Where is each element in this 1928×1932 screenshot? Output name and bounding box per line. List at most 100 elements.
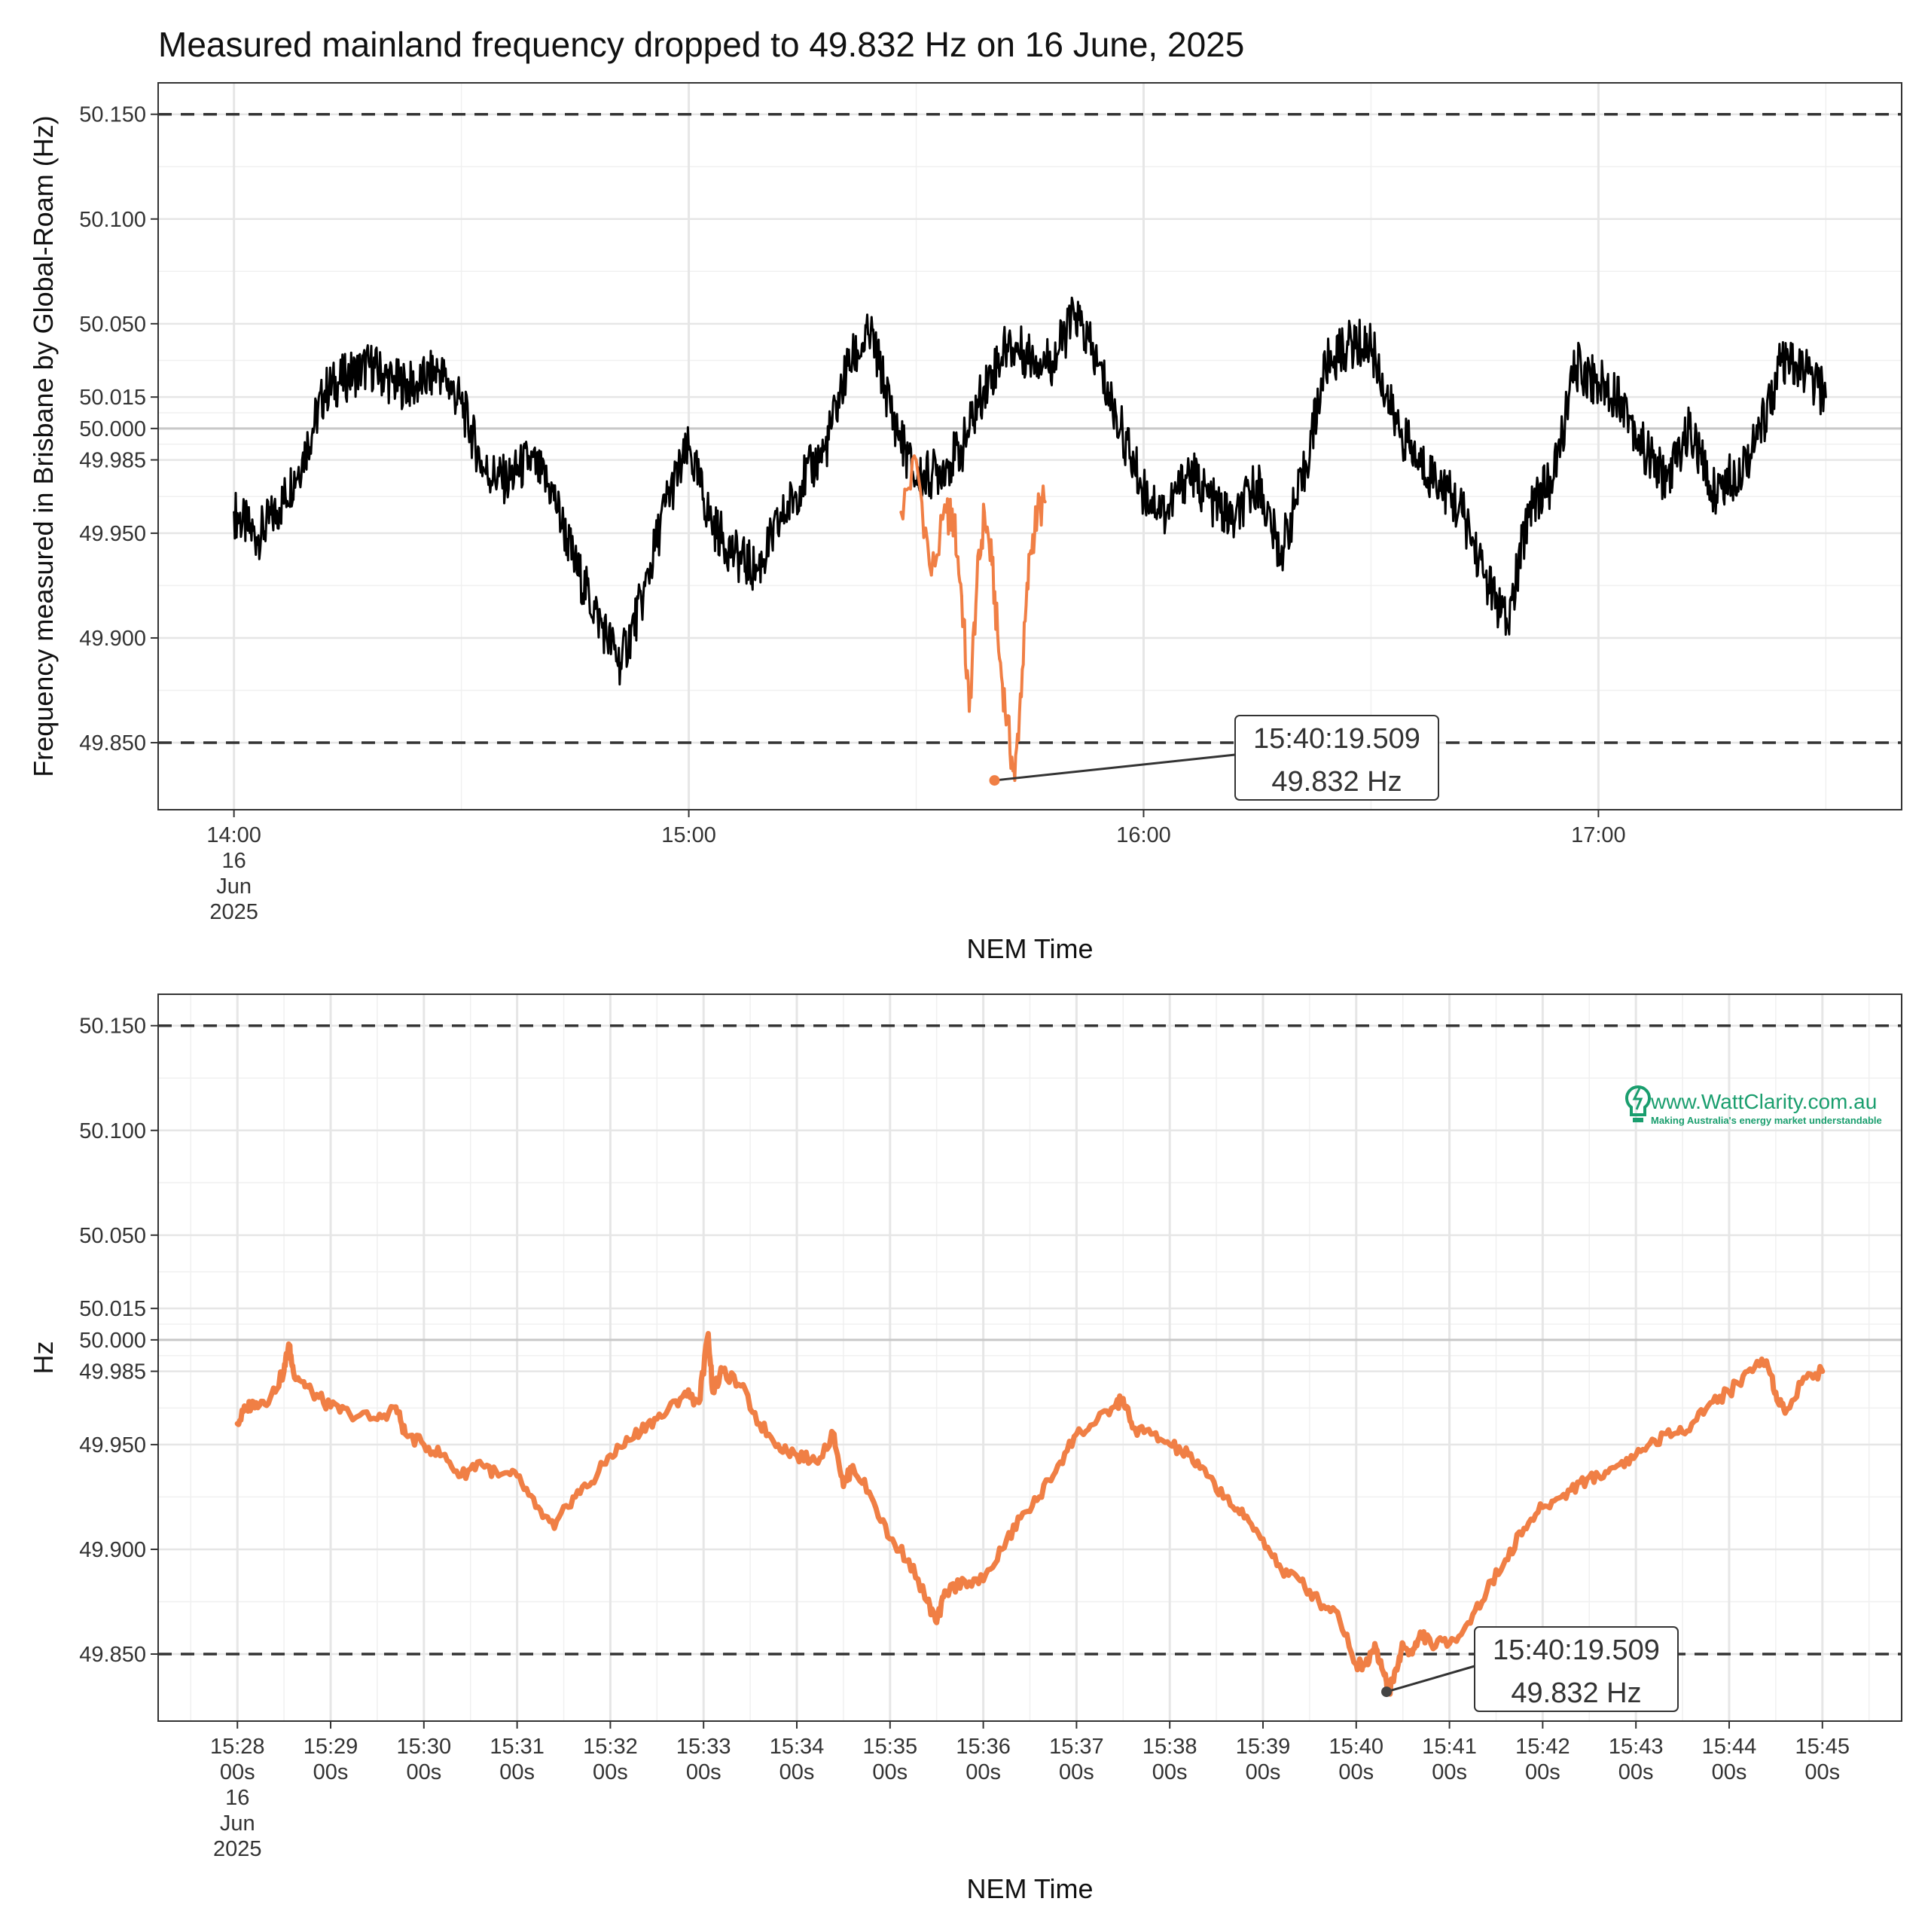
- data-point: [323, 389, 326, 392]
- data-point: [1347, 343, 1350, 346]
- data-point: [1364, 1662, 1368, 1666]
- annotation-text: 15:40:19.509: [1493, 1634, 1660, 1666]
- data-point: [1551, 479, 1554, 482]
- data-point: [287, 1342, 291, 1346]
- data-point: [1369, 343, 1372, 346]
- y-tick-label: 49.985: [79, 1360, 146, 1384]
- data-point: [1205, 1474, 1209, 1478]
- annotation-text: 15:40:19.509: [1253, 723, 1420, 755]
- x-tick-label: Jun: [216, 874, 252, 899]
- data-point: [1373, 1642, 1377, 1646]
- x-tick-label: 00s: [1804, 1760, 1840, 1784]
- x-tick-label: 15:38: [1142, 1735, 1197, 1759]
- data-point: [711, 1390, 715, 1394]
- data-point: [1429, 1642, 1432, 1646]
- y-tick-label: 49.900: [79, 1538, 146, 1562]
- lightbulb-icon: [1625, 1085, 1651, 1122]
- data-point: [1820, 1369, 1824, 1373]
- data-point: [914, 458, 918, 462]
- data-point: [1688, 427, 1691, 430]
- x-tick-label: 00s: [1525, 1760, 1560, 1784]
- data-point: [1013, 779, 1017, 783]
- series-highlight: [899, 454, 1047, 783]
- data-point: [1734, 473, 1737, 476]
- x-tick-label: 15:41: [1422, 1735, 1477, 1759]
- data-point: [596, 615, 599, 618]
- data-point: [574, 563, 577, 566]
- data-point: [888, 1537, 892, 1541]
- data-point: [1005, 343, 1008, 346]
- data-point: [590, 1481, 593, 1484]
- data-point: [619, 661, 622, 664]
- data-point: [1709, 1401, 1713, 1405]
- data-point: [1485, 1589, 1489, 1593]
- data-point: [1261, 1537, 1264, 1541]
- data-point: [981, 1579, 985, 1583]
- data-point: [329, 1405, 332, 1409]
- annotation-point: [1381, 1686, 1393, 1698]
- data-point: [278, 507, 281, 509]
- gridlines: [158, 994, 1902, 1721]
- data-point: [998, 657, 1002, 661]
- data-point: [255, 536, 258, 539]
- data-point: [1382, 1673, 1386, 1677]
- x-tick-label: 14:00: [206, 823, 261, 847]
- x-tick-label: 00s: [779, 1760, 815, 1784]
- data-point: [282, 1369, 286, 1373]
- data-point: [291, 1369, 295, 1373]
- data-point: [1119, 427, 1122, 430]
- data-point: [1130, 1426, 1134, 1430]
- data-point: [459, 1474, 463, 1478]
- chart-panel-overview: 15:40:19.509 49.832 Hz 49.850 49.900 49.950 4…: [28, 82, 1902, 964]
- y-tick-label: 50.000: [79, 417, 146, 441]
- y-tick-label: 49.950: [79, 1433, 146, 1457]
- annotation-leader: [1386, 1665, 1475, 1693]
- y-tick-label: 49.950: [79, 522, 146, 546]
- data-point: [929, 573, 933, 577]
- y-tick-label: 50.050: [79, 313, 146, 337]
- data-point: [721, 1369, 724, 1373]
- x-tick-label: 00s: [1059, 1760, 1094, 1784]
- data-point: [1541, 1506, 1545, 1509]
- data-point: [935, 1621, 938, 1625]
- data-point: [847, 364, 850, 367]
- data-point: [1121, 1396, 1125, 1400]
- data-point: [534, 1506, 538, 1509]
- data-point: [1728, 1390, 1731, 1394]
- data-point: [1168, 1442, 1172, 1446]
- data-point: [801, 479, 804, 482]
- data-point: [688, 448, 691, 451]
- data-point: [1075, 1433, 1078, 1436]
- data-point: [990, 563, 994, 566]
- data-point: [1036, 511, 1039, 514]
- data-point: [710, 521, 713, 524]
- data-point: [460, 402, 463, 404]
- x-tick-label: 15:34: [770, 1735, 825, 1759]
- x-tick-label: 15:43: [1609, 1735, 1664, 1759]
- data-point: [571, 1495, 575, 1499]
- data-point: [478, 1460, 482, 1463]
- data-point: [1256, 479, 1258, 482]
- data-point: [1324, 364, 1327, 367]
- data-point: [915, 479, 917, 482]
- series-context: [233, 296, 1827, 686]
- data-point: [1438, 479, 1441, 482]
- data-point: [1415, 459, 1418, 462]
- x-tick-label: 00s: [1338, 1760, 1374, 1784]
- watermark-tagline: Making Australia's energy market underst…: [1651, 1115, 1882, 1126]
- data-point: [1233, 521, 1236, 524]
- data-point: [1005, 720, 1009, 724]
- data-point: [1643, 448, 1646, 451]
- y-tick-label: 49.850: [79, 731, 146, 755]
- data-point: [795, 1453, 798, 1457]
- data-point: [414, 385, 417, 388]
- data-point: [1779, 364, 1782, 367]
- data-point: [1336, 1610, 1339, 1614]
- data-point: [1279, 553, 1282, 556]
- x-tick-label: 00s: [686, 1760, 721, 1784]
- data-point: [870, 1495, 873, 1499]
- data-point: [952, 521, 956, 524]
- annotation-leader: [994, 753, 1236, 782]
- data-point: [627, 1439, 631, 1442]
